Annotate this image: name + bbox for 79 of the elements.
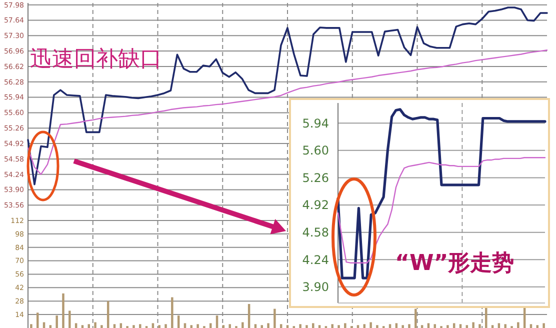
bar bbox=[139, 324, 142, 328]
bar bbox=[94, 322, 96, 328]
y-tick-label: 5.94 bbox=[302, 116, 329, 130]
bar bbox=[344, 323, 346, 328]
y-tick-label: 4.58 bbox=[302, 226, 329, 240]
bar bbox=[81, 325, 84, 328]
bar bbox=[242, 322, 244, 328]
bar bbox=[452, 323, 456, 328]
bar bbox=[466, 325, 468, 328]
bar bbox=[36, 312, 39, 328]
bar bbox=[228, 324, 231, 328]
annotation: 迅速回补缺口 bbox=[30, 47, 162, 72]
bar bbox=[299, 324, 302, 328]
bar bbox=[30, 324, 32, 328]
bar bbox=[427, 323, 430, 328]
bar bbox=[260, 325, 263, 328]
y-tick-label: 4.24 bbox=[302, 252, 329, 267]
bar bbox=[498, 323, 500, 328]
bar bbox=[370, 322, 372, 328]
bar bbox=[542, 323, 545, 328]
bar bbox=[120, 323, 122, 328]
bar bbox=[152, 323, 154, 328]
line-series bbox=[27, 50, 548, 175]
bar bbox=[254, 324, 257, 328]
bar bbox=[395, 323, 398, 328]
bar bbox=[331, 324, 334, 328]
bar bbox=[222, 325, 225, 328]
bar bbox=[306, 325, 308, 328]
bar bbox=[184, 323, 186, 328]
bar bbox=[286, 325, 289, 328]
bar bbox=[196, 324, 199, 328]
bar bbox=[420, 325, 424, 328]
bar bbox=[376, 325, 378, 328]
bar bbox=[68, 310, 71, 328]
line-series bbox=[27, 6, 548, 186]
bar bbox=[132, 325, 135, 328]
bar bbox=[190, 325, 193, 328]
bar bbox=[171, 297, 174, 328]
y-tick-label: 4.92 bbox=[302, 198, 329, 212]
bar bbox=[42, 322, 46, 328]
bar bbox=[318, 325, 321, 328]
bar bbox=[164, 324, 167, 328]
bar bbox=[62, 293, 64, 328]
bar bbox=[363, 324, 366, 328]
bar bbox=[434, 324, 436, 328]
bar bbox=[100, 325, 103, 328]
bar bbox=[414, 308, 417, 328]
bar bbox=[106, 301, 110, 328]
bar bbox=[209, 323, 212, 328]
bar bbox=[158, 325, 160, 328]
bar bbox=[74, 323, 78, 328]
bar bbox=[478, 324, 481, 328]
bar bbox=[504, 324, 506, 328]
annotation: “W”形走势 bbox=[395, 251, 514, 276]
bar bbox=[530, 324, 532, 328]
bar bbox=[446, 325, 449, 328]
line-series bbox=[336, 108, 546, 280]
bar bbox=[517, 322, 520, 328]
y-tick-label: 5.60 bbox=[302, 144, 329, 158]
bar bbox=[402, 325, 404, 328]
bar bbox=[536, 325, 539, 328]
bar bbox=[312, 323, 314, 328]
bar bbox=[459, 324, 462, 328]
bar bbox=[408, 324, 410, 328]
bar bbox=[274, 308, 276, 328]
bar bbox=[356, 325, 360, 328]
y-tick-label: 3.90 bbox=[302, 280, 329, 294]
bar bbox=[472, 322, 474, 328]
bar bbox=[56, 316, 58, 328]
bar bbox=[49, 325, 52, 328]
bar bbox=[485, 308, 488, 328]
y-tick-label: 5.26 bbox=[302, 170, 329, 185]
bar bbox=[267, 323, 270, 328]
bar bbox=[113, 324, 116, 328]
bar bbox=[388, 324, 392, 328]
bar bbox=[280, 324, 282, 328]
bar bbox=[88, 324, 90, 328]
bar bbox=[338, 325, 340, 328]
bar bbox=[491, 325, 494, 328]
